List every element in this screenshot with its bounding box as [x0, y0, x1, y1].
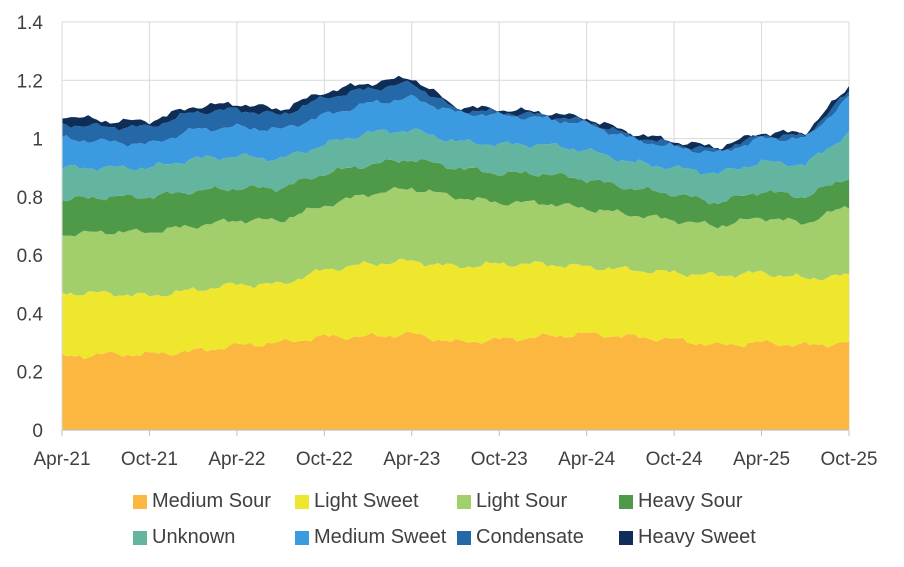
- area-series-group: [62, 75, 849, 430]
- y-tick-label: 1: [32, 130, 43, 151]
- legend-label: Unknown: [152, 526, 236, 548]
- x-tick-label: Oct-23: [471, 449, 528, 470]
- x-tick-labels: Apr-21 Oct-21 Apr-22 Oct-22 Apr-23 Oct-23 Apr-…: [33, 449, 877, 470]
- legend-label: Condensate: [476, 526, 584, 548]
- y-tick-label: 1.4: [17, 13, 44, 34]
- legend-item-medium-sweet: Medium Sweet: [295, 526, 446, 549]
- legend-label: Light Sweet: [314, 490, 419, 512]
- legend-swatch: [457, 494, 471, 509]
- area-light-sweet: [62, 258, 849, 360]
- legend: Medium Sour Light Sweet Light Sour Heavy So…: [0, 480, 904, 567]
- area-medium-sweet: [62, 94, 849, 175]
- legend-item-heavy-sour: Heavy Sour: [619, 490, 743, 513]
- area-light-sour: [62, 186, 849, 297]
- legend-item-heavy-sweet: Heavy Sweet: [619, 526, 756, 549]
- x-tick-label: Apr-25: [733, 449, 790, 470]
- legend-label: Medium Sour: [152, 490, 271, 512]
- legend-item-light-sweet: Light Sweet: [295, 490, 419, 513]
- y-tick-label: 0.2: [17, 363, 43, 384]
- x-tick-label: Apr-22: [208, 449, 265, 470]
- legend-swatch: [295, 530, 309, 545]
- y-tick-label: 0.6: [17, 246, 43, 267]
- legend-label: Light Sour: [476, 490, 568, 512]
- axes: [61, 22, 850, 436]
- area-medium-sour: [62, 331, 849, 430]
- legend-label: Heavy Sour: [638, 490, 743, 512]
- x-tick-label: Oct-21: [121, 449, 178, 470]
- x-tick-label: Apr-24: [558, 449, 615, 470]
- legend-swatch: [619, 530, 633, 545]
- x-tick-label: Oct-25: [820, 449, 877, 470]
- legend-swatch: [457, 530, 471, 545]
- legend-item-unknown: Unknown: [133, 526, 235, 549]
- legend-swatch: [619, 494, 633, 509]
- legend-swatch: [133, 494, 147, 509]
- y-tick-label: 0: [32, 421, 43, 442]
- legend-item-condensate: Condensate: [457, 526, 584, 549]
- x-tick-label: Oct-24: [646, 449, 703, 470]
- y-tick-label: 1.2: [17, 71, 43, 92]
- x-tick-label: Apr-23: [383, 449, 440, 470]
- x-tick-label: Oct-22: [296, 449, 353, 470]
- legend-item-medium-sour: Medium Sour: [133, 490, 271, 513]
- legend-item-light-sour: Light Sour: [457, 490, 567, 513]
- area-condensate: [62, 80, 849, 154]
- y-tick-labels: 0 0.2 0.4 0.6 0.8 1 1.2 1.4: [17, 13, 44, 442]
- legend-swatch: [295, 494, 309, 509]
- stacked-area-chart: 0 0.2 0.4 0.6 0.8 1 1.2 1.4 Apr-21 Oct-21 Apr-22 O…: [17, 13, 878, 470]
- area-heavy-sour: [62, 159, 849, 237]
- x-tick-label: Apr-21: [33, 449, 90, 470]
- area-unknown: [62, 128, 849, 205]
- y-tick-label: 0.4: [17, 304, 44, 325]
- y-tick-label: 0.8: [17, 188, 43, 209]
- legend-swatch: [133, 530, 147, 545]
- legend-label: Heavy Sweet: [638, 526, 756, 548]
- legend-label: Medium Sweet: [314, 526, 447, 548]
